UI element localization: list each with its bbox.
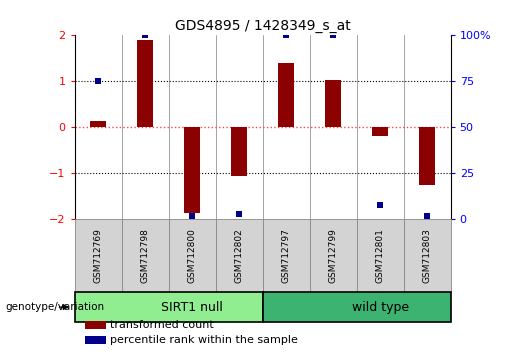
Bar [356, 219, 404, 292]
Text: SIRT1 null: SIRT1 null [161, 301, 223, 314]
Bar [137, 40, 153, 127]
Text: GSM712799: GSM712799 [329, 228, 338, 283]
Point [188, 213, 196, 219]
Bar [216, 219, 263, 292]
Bar [404, 219, 451, 292]
Bar [310, 219, 356, 292]
Bar [231, 127, 247, 176]
Text: GSM712798: GSM712798 [141, 228, 150, 283]
Text: GSM712801: GSM712801 [375, 228, 385, 283]
Text: wild type: wild type [352, 301, 409, 314]
Bar [372, 127, 388, 136]
Text: GSM712800: GSM712800 [187, 228, 197, 283]
Bar [122, 219, 168, 292]
Bar [263, 219, 310, 292]
Text: GSM712797: GSM712797 [282, 228, 290, 283]
Bar [90, 120, 107, 127]
Bar [168, 219, 216, 292]
Bar [419, 127, 435, 185]
Text: genotype/variation: genotype/variation [5, 302, 104, 312]
Point [282, 33, 290, 38]
Point [423, 213, 431, 219]
Bar [75, 292, 263, 322]
Bar [184, 127, 200, 212]
Bar [75, 219, 122, 292]
Text: GSM712803: GSM712803 [423, 228, 432, 283]
Text: percentile rank within the sample: percentile rank within the sample [110, 335, 298, 345]
Point [141, 33, 149, 38]
Bar [85, 336, 106, 344]
Bar [325, 80, 341, 127]
Text: GSM712769: GSM712769 [94, 228, 102, 283]
Point [329, 33, 337, 38]
Point [376, 202, 384, 207]
Point [94, 79, 102, 84]
Text: GSM712802: GSM712802 [235, 228, 244, 283]
Bar [85, 321, 106, 329]
Title: GDS4895 / 1428349_s_at: GDS4895 / 1428349_s_at [175, 19, 351, 33]
Bar [278, 63, 295, 127]
Point [235, 211, 243, 217]
Bar [263, 292, 451, 322]
Text: transformed count: transformed count [110, 320, 213, 330]
